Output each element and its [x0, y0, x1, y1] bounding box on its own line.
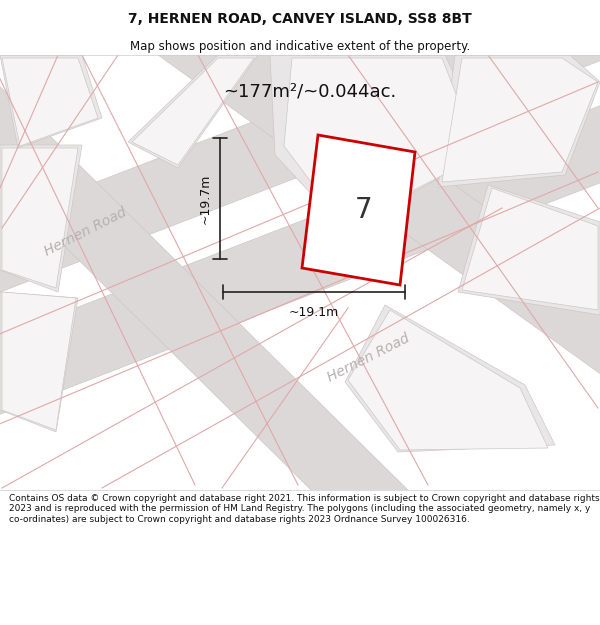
Text: 7: 7 — [355, 196, 373, 224]
Text: ~177m²/~0.044ac.: ~177m²/~0.044ac. — [223, 82, 397, 100]
Polygon shape — [284, 58, 480, 226]
Text: ~19.7m: ~19.7m — [199, 173, 212, 224]
Polygon shape — [270, 55, 490, 230]
Polygon shape — [2, 292, 76, 430]
Polygon shape — [302, 135, 415, 285]
Polygon shape — [438, 55, 600, 187]
Polygon shape — [0, 61, 434, 564]
Text: Contains OS data © Crown copyright and database right 2021. This information is : Contains OS data © Crown copyright and d… — [9, 494, 599, 524]
Polygon shape — [0, 145, 82, 292]
Polygon shape — [2, 148, 78, 288]
Polygon shape — [442, 58, 598, 182]
Polygon shape — [345, 305, 555, 452]
Text: 7, HERNEN ROAD, CANVEY ISLAND, SS8 8BT: 7, HERNEN ROAD, CANVEY ISLAND, SS8 8BT — [128, 12, 472, 26]
Polygon shape — [0, 55, 102, 148]
Polygon shape — [128, 55, 258, 168]
Polygon shape — [0, 91, 600, 429]
Text: ~19.1m: ~19.1m — [289, 306, 339, 319]
Text: Hernen Road: Hernen Road — [325, 331, 412, 385]
Text: Hernen Road: Hernen Road — [41, 205, 128, 259]
Polygon shape — [132, 58, 254, 165]
Polygon shape — [348, 310, 548, 450]
Polygon shape — [120, 0, 600, 402]
Polygon shape — [458, 185, 600, 315]
Polygon shape — [462, 188, 598, 310]
Polygon shape — [2, 58, 98, 146]
Polygon shape — [0, 0, 600, 307]
Text: Map shows position and indicative extent of the property.: Map shows position and indicative extent… — [130, 39, 470, 52]
Polygon shape — [0, 292, 78, 432]
